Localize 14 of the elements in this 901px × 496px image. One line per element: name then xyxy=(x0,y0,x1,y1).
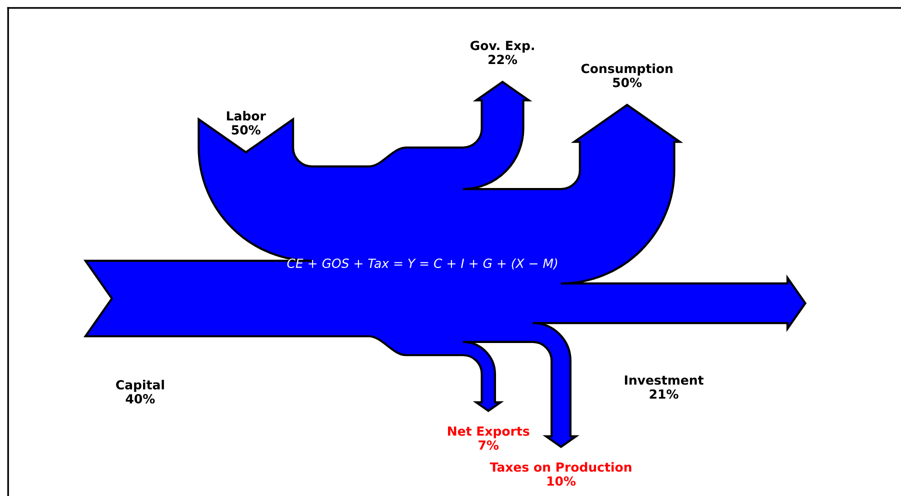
category-label: Gov. Exp. xyxy=(470,40,534,53)
data-label: 50% xyxy=(232,125,260,135)
data-label: 50% xyxy=(613,78,642,88)
category-label: Consumption xyxy=(581,64,672,76)
data-label: 21% xyxy=(650,389,678,399)
category-label: Net Exports xyxy=(448,426,530,438)
data-label: 7% xyxy=(478,440,499,450)
data-label: 22% xyxy=(488,54,518,64)
data-label: 10% xyxy=(547,476,576,486)
category-label: Investment xyxy=(624,376,704,385)
data-label: 40% xyxy=(126,394,155,404)
category-label: Taxes on Production xyxy=(490,462,632,472)
category-label: Capital xyxy=(116,380,164,392)
category-label: Labor xyxy=(226,110,266,121)
